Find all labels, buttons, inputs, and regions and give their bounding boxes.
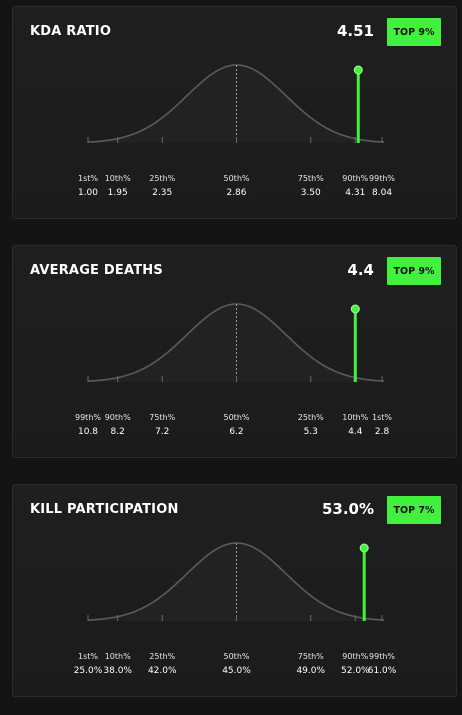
percentile-label: 75th% [298, 652, 324, 661]
percentile-label: 50th% [224, 652, 250, 661]
percentile-value: 3.50 [301, 188, 321, 198]
percentile-value: 52.0% [341, 666, 370, 676]
percentile-label: 75th% [149, 413, 175, 422]
percentile-value: 2.86 [226, 188, 246, 198]
percentile-value: 2.35 [152, 188, 172, 198]
percentile-label: 99th% [369, 652, 395, 661]
player-marker-dot [350, 304, 360, 314]
percentile-value: 6.2 [229, 427, 243, 437]
percentile-value: 49.0% [296, 666, 325, 676]
card-title: KDA RATIO [30, 24, 112, 39]
card-title: KILL PARTICIPATION [30, 502, 179, 517]
percentile-label: 1st% [372, 413, 392, 422]
distribution-chart: 1st% 25.0%10th% 38.0% 25th% 42.0% 50th% 45.0% 7… [74, 542, 397, 676]
percentile-value: 7.2 [155, 427, 169, 437]
percentile-label: 90th% [105, 413, 131, 422]
percentile-value: 10.8 [78, 427, 98, 437]
percentile-value: 61.0% [368, 666, 397, 676]
top-percent-badge[interactable]: TOP 9% [387, 257, 441, 285]
percentile-label: 99th% [369, 174, 395, 183]
percentile-label: 10th% [105, 652, 131, 661]
curve-fill [88, 65, 385, 143]
percentile-value: 5.3 [304, 427, 318, 437]
top-percent-badge[interactable]: TOP 9% [387, 18, 441, 46]
percentile-label: 50th% [224, 413, 250, 422]
top-percent-badge[interactable]: TOP 7% [387, 496, 441, 524]
percentile-value: 25.0% [74, 666, 103, 676]
percentile-value: 2.8 [375, 427, 390, 437]
percentile-value: 1.00 [78, 188, 98, 198]
percentile-label: 99th% [75, 413, 101, 422]
player-marker-dot [359, 543, 369, 553]
percentile-label: 90th% [342, 652, 368, 661]
player-stat-value: 53.0% [321, 500, 374, 518]
player-marker-dot [353, 65, 363, 75]
percentile-value: 45.0% [222, 666, 251, 676]
percentile-label: 75th% [298, 174, 324, 183]
percentile-value: 4.4 [348, 427, 363, 437]
distribution-chart: 99th% 10.8 90th% 8.2 75th% 7.2 50th% 6.2 25th% 5.… [75, 303, 392, 437]
curve-fill [88, 543, 385, 621]
percentile-value: 8.2 [111, 427, 125, 437]
percentile-value: 1.95 [108, 188, 128, 198]
distribution-chart: 1st% 1.00 10th% 1.95 25th% 2.35 50th% 2.86 75th%… [78, 64, 395, 198]
percentile-value: 38.0% [103, 666, 132, 676]
curve-fill [88, 304, 385, 382]
percentile-label: 90th% [342, 174, 368, 183]
card-title: AVERAGE DEATHS [30, 263, 163, 278]
stat-card-kda-ratio: KDA RATIO 4.51 TOP 9% 1st% 1.00 10th% 1.95 2… [12, 6, 457, 219]
percentile-value: 42.0% [148, 666, 177, 676]
percentile-label: 10th% [105, 174, 131, 183]
percentile-label: 25th% [298, 413, 324, 422]
percentile-label: 10th% [342, 413, 368, 422]
percentile-label: 25th% [149, 652, 175, 661]
player-stat-value: 4.4 [347, 261, 374, 279]
percentile-label: 1st% [78, 652, 98, 661]
percentile-label: 25th% [149, 174, 175, 183]
stat-card-average-deaths: AVERAGE DEATHS 4.4 TOP 9% 99th% 10.8 90th%… [12, 245, 457, 458]
percentile-label: 1st% [78, 174, 98, 183]
percentile-value: 4.31 [345, 188, 365, 198]
player-stat-value: 4.51 [336, 22, 374, 40]
percentile-label: 50th% [224, 174, 250, 183]
percentile-value: 8.04 [372, 188, 392, 198]
stat-card-kill-participation: KILL PARTICIPATION 53.0% TOP 7% 1st% 25.0… [12, 484, 457, 697]
